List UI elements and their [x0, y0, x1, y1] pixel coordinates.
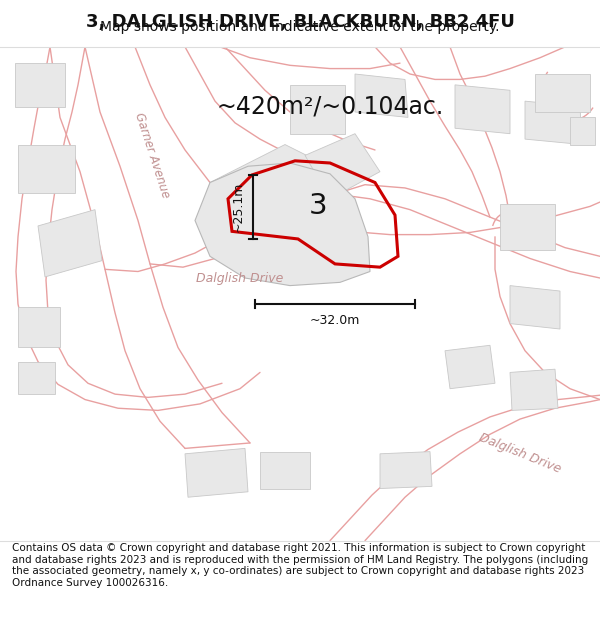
Polygon shape: [18, 144, 75, 193]
Text: 3: 3: [308, 192, 328, 221]
Polygon shape: [305, 134, 380, 199]
Polygon shape: [380, 452, 432, 489]
Polygon shape: [185, 448, 248, 498]
Text: Garner Avenue: Garner Avenue: [132, 111, 172, 200]
Text: Dalglish Drive: Dalglish Drive: [477, 431, 563, 476]
Polygon shape: [510, 286, 560, 329]
Polygon shape: [290, 85, 345, 134]
Polygon shape: [15, 63, 65, 106]
Polygon shape: [200, 144, 350, 264]
Text: Map shows position and indicative extent of the property.: Map shows position and indicative extent…: [100, 20, 500, 34]
Text: Contains OS data © Crown copyright and database right 2021. This information is : Contains OS data © Crown copyright and d…: [12, 543, 588, 588]
Polygon shape: [500, 204, 555, 250]
Polygon shape: [18, 308, 60, 348]
Polygon shape: [195, 163, 370, 286]
Text: ~420m²/~0.104ac.: ~420m²/~0.104ac.: [217, 94, 443, 119]
Polygon shape: [445, 345, 495, 389]
Polygon shape: [570, 118, 595, 144]
Text: Dalglish Drive: Dalglish Drive: [196, 271, 284, 284]
Polygon shape: [510, 369, 558, 411]
Polygon shape: [18, 362, 55, 394]
Text: ~25.1m: ~25.1m: [232, 182, 245, 232]
Polygon shape: [455, 85, 510, 134]
Polygon shape: [355, 74, 408, 118]
Polygon shape: [38, 209, 102, 277]
Polygon shape: [535, 74, 590, 112]
Text: 3, DALGLISH DRIVE, BLACKBURN, BB2 4FU: 3, DALGLISH DRIVE, BLACKBURN, BB2 4FU: [86, 13, 514, 31]
Polygon shape: [260, 452, 310, 489]
Text: ~32.0m: ~32.0m: [310, 314, 360, 327]
Polygon shape: [525, 101, 582, 144]
